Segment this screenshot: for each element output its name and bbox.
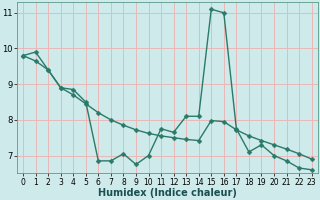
X-axis label: Humidex (Indice chaleur): Humidex (Indice chaleur) xyxy=(98,188,237,198)
